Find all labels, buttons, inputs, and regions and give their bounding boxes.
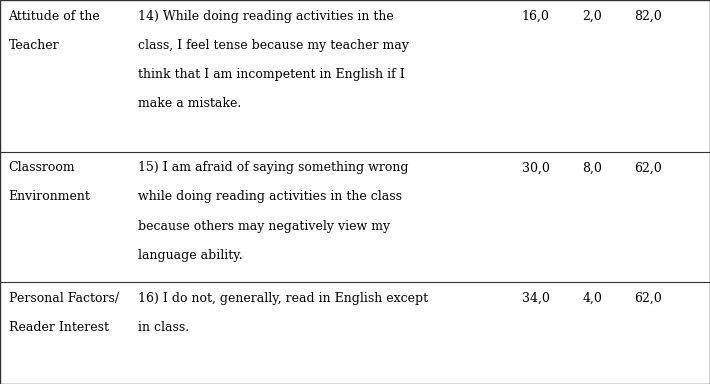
Text: language ability.: language ability. [138, 249, 243, 262]
Text: Classroom: Classroom [9, 161, 75, 174]
Text: Attitude of the: Attitude of the [9, 10, 100, 23]
Text: 30,0: 30,0 [522, 161, 550, 174]
Text: Reader Interest: Reader Interest [9, 321, 109, 334]
Text: while doing reading activities in the class: while doing reading activities in the cl… [138, 190, 403, 204]
Text: 16,0: 16,0 [522, 10, 550, 23]
Text: 2,0: 2,0 [582, 10, 602, 23]
Text: 62,0: 62,0 [634, 292, 662, 305]
Text: 82,0: 82,0 [634, 10, 662, 23]
Text: 8,0: 8,0 [582, 161, 602, 174]
Text: Teacher: Teacher [9, 39, 59, 52]
Text: 4,0: 4,0 [582, 292, 602, 305]
Text: 15) I am afraid of saying something wrong: 15) I am afraid of saying something wron… [138, 161, 409, 174]
Text: 14) While doing reading activities in the: 14) While doing reading activities in th… [138, 10, 394, 23]
Text: think that I am incompetent in English if I: think that I am incompetent in English i… [138, 68, 405, 81]
Text: 62,0: 62,0 [634, 161, 662, 174]
Text: 34,0: 34,0 [522, 292, 550, 305]
Text: 16) I do not, generally, read in English except: 16) I do not, generally, read in English… [138, 292, 429, 305]
Text: in class.: in class. [138, 321, 190, 334]
Text: class, I feel tense because my teacher may: class, I feel tense because my teacher m… [138, 39, 410, 52]
Text: because others may negatively view my: because others may negatively view my [138, 220, 391, 233]
Text: make a mistake.: make a mistake. [138, 97, 241, 110]
Text: Environment: Environment [9, 190, 90, 204]
Text: Personal Factors/: Personal Factors/ [9, 292, 119, 305]
